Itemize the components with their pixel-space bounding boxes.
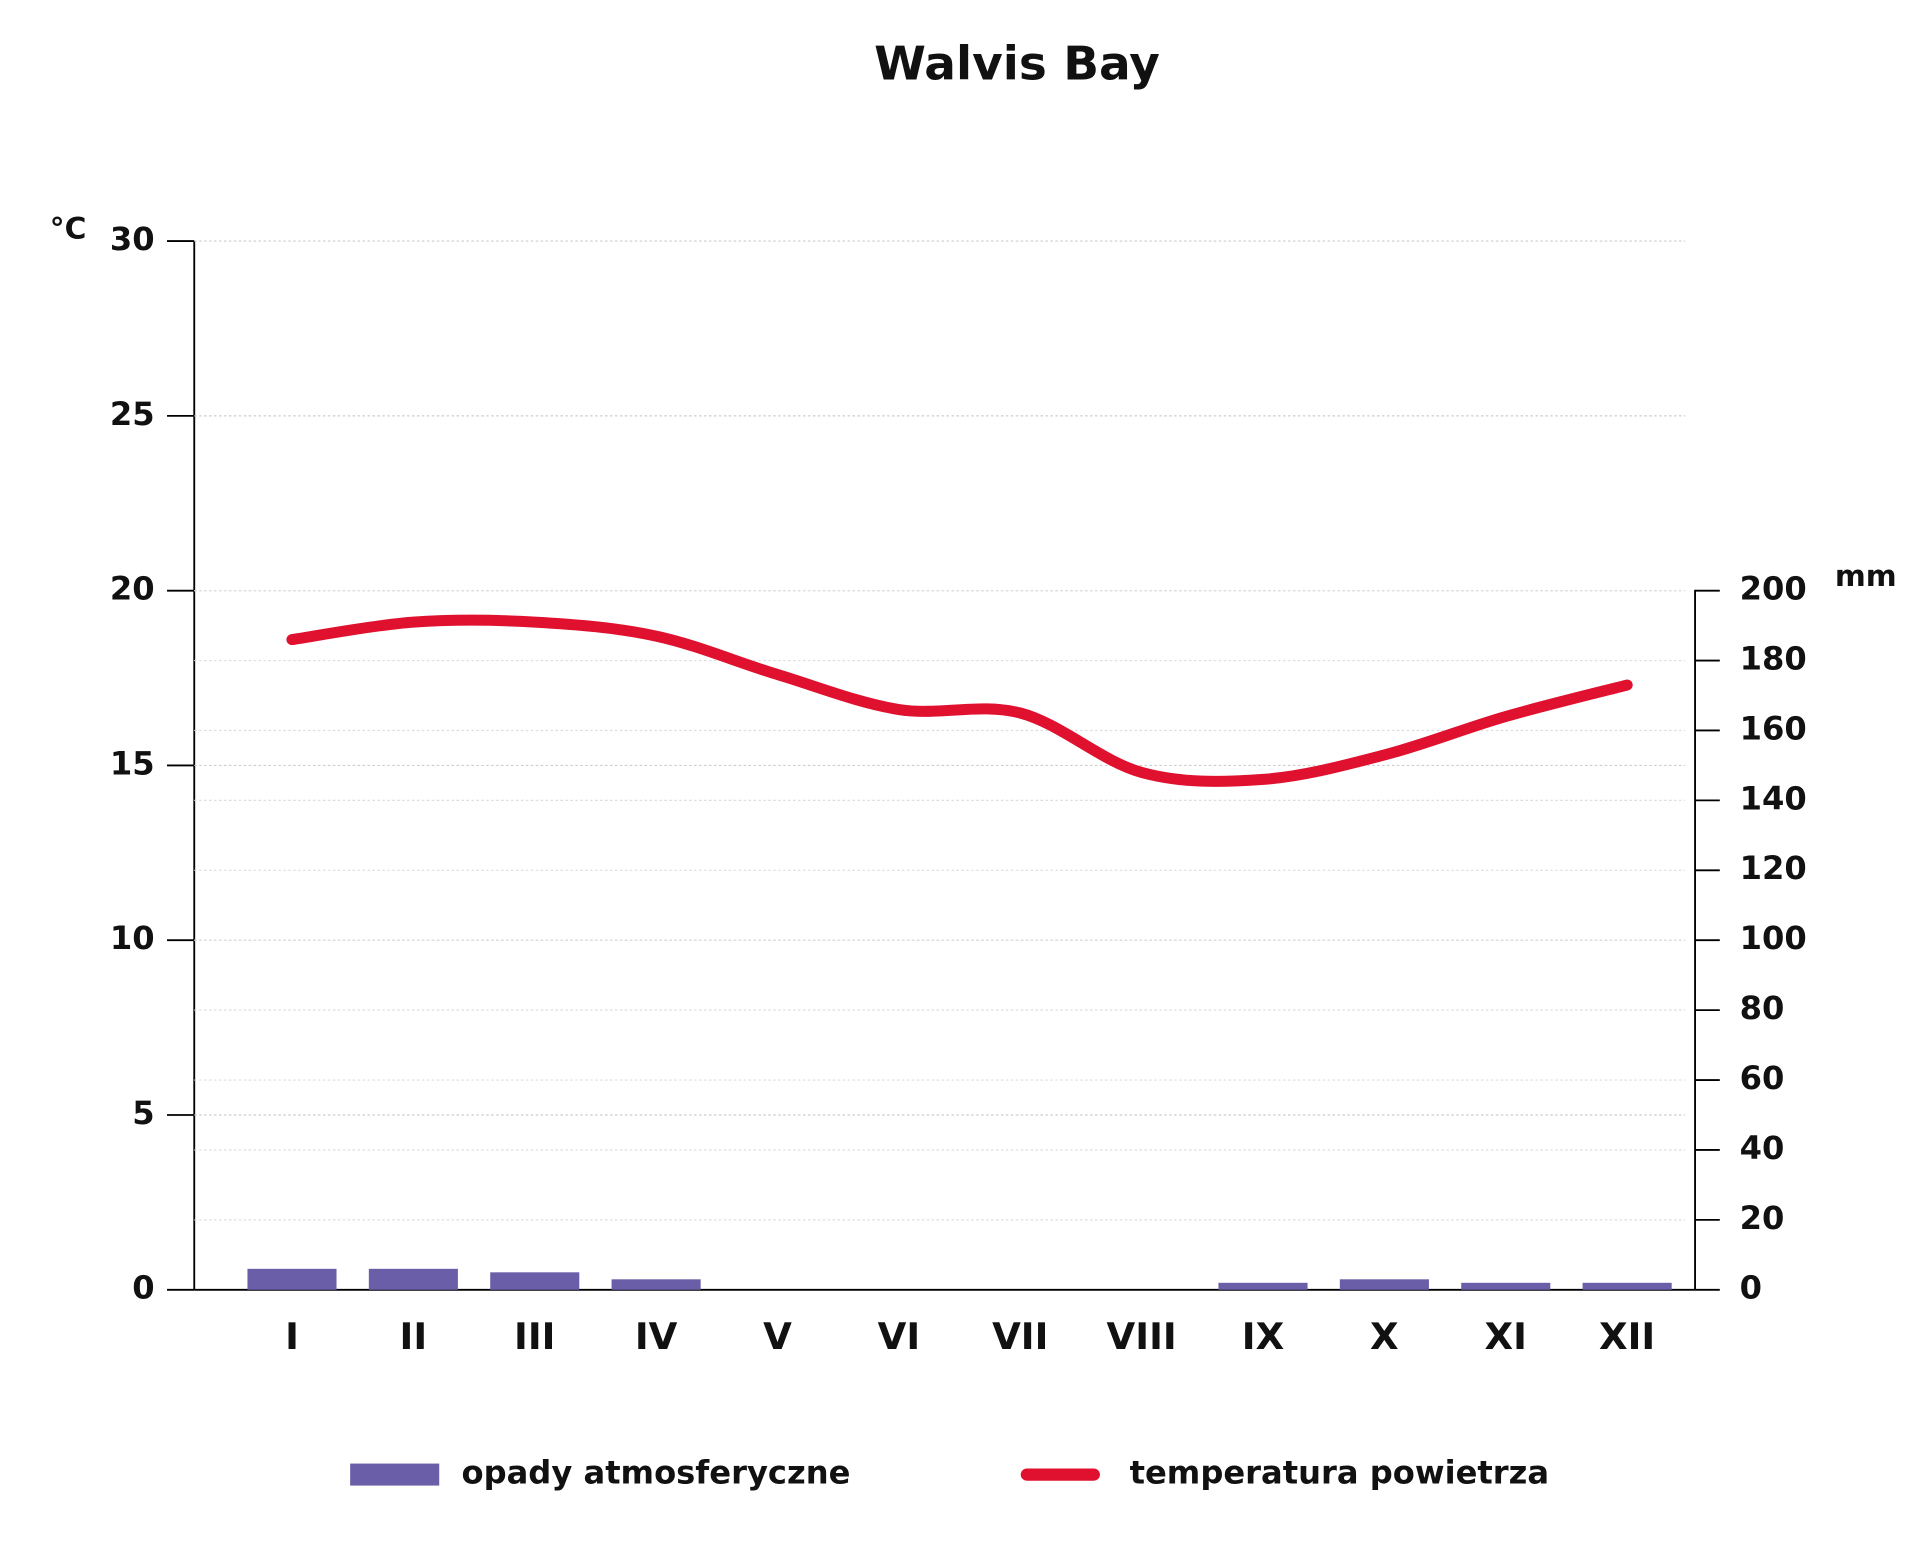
bar xyxy=(247,1268,337,1290)
y2-tick-label: 120 xyxy=(1740,849,1807,887)
x-tick-label: I xyxy=(285,1315,299,1358)
bar xyxy=(368,1268,458,1290)
y-tick-label: 30 xyxy=(110,220,155,258)
line xyxy=(286,614,1633,787)
y2-tick-label: 100 xyxy=(1740,919,1807,957)
y2-tick-label: 0 xyxy=(1740,1269,1762,1307)
y-tick-label: 25 xyxy=(110,395,155,433)
y-tick-label: 15 xyxy=(110,745,155,783)
x-tick-label: XI xyxy=(1485,1315,1527,1358)
y2-tick-label: 180 xyxy=(1740,640,1807,678)
bar xyxy=(490,1272,580,1290)
legend-label: opady atmosferyczne xyxy=(462,1454,851,1492)
x-tick-label: IV xyxy=(635,1315,678,1358)
bar xyxy=(1461,1282,1551,1290)
y-tick-label: 5 xyxy=(132,1094,154,1132)
x-tick-label: X xyxy=(1370,1315,1399,1358)
y2-tick-label: 200 xyxy=(1740,570,1807,608)
x-tick-label: II xyxy=(400,1315,428,1358)
y2-tick-label: 60 xyxy=(1740,1059,1785,1097)
x-tick-label: VIII xyxy=(1107,1315,1177,1358)
y-unit: °C xyxy=(50,212,87,246)
x-tick-label: IX xyxy=(1242,1315,1284,1358)
y2-tick-label: 80 xyxy=(1740,989,1785,1027)
x-tick-label: XII xyxy=(1599,1315,1655,1358)
y-tick-label: 0 xyxy=(132,1269,154,1307)
bar xyxy=(1218,1282,1308,1290)
chart-title: Walvis Bay xyxy=(874,38,1160,92)
y2-tick-label: 140 xyxy=(1740,780,1807,818)
y2-unit: mm xyxy=(1835,559,1897,593)
y2-tick-label: 40 xyxy=(1740,1129,1785,1167)
y2-tick-label: 20 xyxy=(1740,1199,1785,1237)
y-tick-label: 20 xyxy=(110,570,155,608)
y-tick-label: 10 xyxy=(110,919,155,957)
x-tick-label: VI xyxy=(878,1315,921,1358)
legend-label: temperatura powietrza xyxy=(1130,1454,1549,1492)
x-tick-label: VII xyxy=(992,1315,1048,1358)
bar xyxy=(1582,1282,1672,1290)
y2-tick-label: 160 xyxy=(1740,710,1807,748)
legend-swatch xyxy=(350,1463,440,1486)
bar xyxy=(1339,1279,1429,1290)
x-tick-label: III xyxy=(514,1315,555,1358)
x-tick-label: V xyxy=(763,1315,792,1358)
bar xyxy=(611,1279,701,1290)
